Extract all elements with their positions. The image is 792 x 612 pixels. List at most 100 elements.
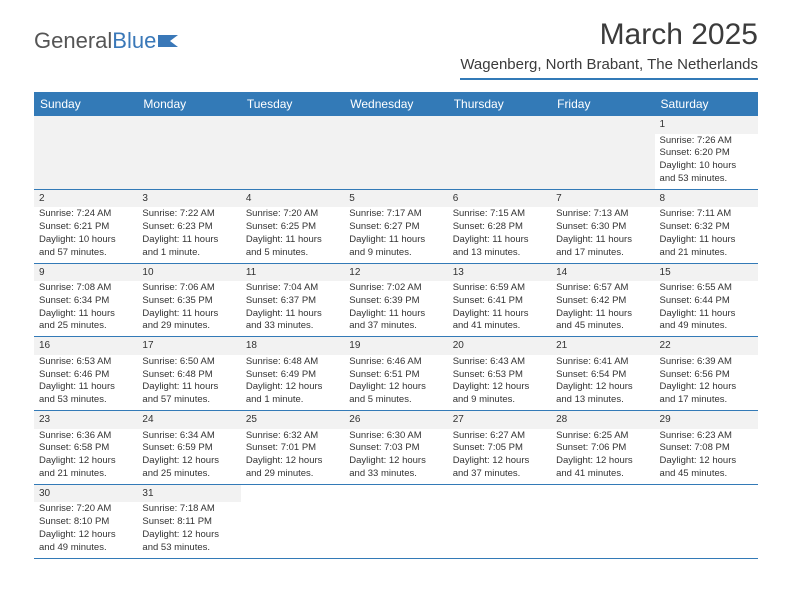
daylight-text: Daylight: 11 hours and 5 minutes.	[246, 234, 339, 260]
daylight-text: Daylight: 12 hours and 21 minutes.	[39, 455, 132, 481]
calendar-row: 23Sunrise: 6:36 AMSunset: 6:58 PMDayligh…	[34, 411, 758, 485]
sunset-text: Sunset: 6:41 PM	[453, 295, 546, 308]
day-number: 1	[655, 116, 758, 134]
calendar-cell: 21Sunrise: 6:41 AMSunset: 6:54 PMDayligh…	[551, 337, 654, 410]
day-number: 2	[34, 190, 137, 208]
calendar-cell: 9Sunrise: 7:08 AMSunset: 6:34 PMDaylight…	[34, 264, 137, 337]
day-number: 3	[137, 190, 240, 208]
sunrise-text: Sunrise: 6:30 AM	[349, 430, 442, 443]
day-header: Friday	[551, 92, 654, 116]
calendar-cell-empty	[448, 485, 551, 558]
day-number: 29	[655, 411, 758, 429]
sunset-text: Sunset: 6:32 PM	[660, 221, 753, 234]
calendar-cell: 22Sunrise: 6:39 AMSunset: 6:56 PMDayligh…	[655, 337, 758, 410]
sunset-text: Sunset: 7:06 PM	[556, 442, 649, 455]
sunset-text: Sunset: 6:28 PM	[453, 221, 546, 234]
day-number: 4	[241, 190, 344, 208]
day-number: 14	[551, 264, 654, 282]
daylight-text: Daylight: 11 hours and 17 minutes.	[556, 234, 649, 260]
sunset-text: Sunset: 6:59 PM	[142, 442, 235, 455]
calendar-cell-empty	[551, 116, 654, 189]
calendar-cell: 31Sunrise: 7:18 AMSunset: 8:11 PMDayligh…	[137, 485, 240, 558]
calendar-header-row: SundayMondayTuesdayWednesdayThursdayFrid…	[34, 92, 758, 116]
sunrise-text: Sunrise: 7:15 AM	[453, 208, 546, 221]
daylight-text: Daylight: 11 hours and 41 minutes.	[453, 308, 546, 334]
day-number: 25	[241, 411, 344, 429]
calendar-cell: 24Sunrise: 6:34 AMSunset: 6:59 PMDayligh…	[137, 411, 240, 484]
calendar-cell: 13Sunrise: 6:59 AMSunset: 6:41 PMDayligh…	[448, 264, 551, 337]
day-number: 17	[137, 337, 240, 355]
day-number: 19	[344, 337, 447, 355]
calendar-cell: 2Sunrise: 7:24 AMSunset: 6:21 PMDaylight…	[34, 190, 137, 263]
day-number: 31	[137, 485, 240, 503]
day-number: 6	[448, 190, 551, 208]
sunset-text: Sunset: 8:10 PM	[39, 516, 132, 529]
calendar-cell: 5Sunrise: 7:17 AMSunset: 6:27 PMDaylight…	[344, 190, 447, 263]
calendar-cell: 30Sunrise: 7:20 AMSunset: 8:10 PMDayligh…	[34, 485, 137, 558]
sunrise-text: Sunrise: 7:06 AM	[142, 282, 235, 295]
day-number: 20	[448, 337, 551, 355]
sunrise-text: Sunrise: 6:27 AM	[453, 430, 546, 443]
sunset-text: Sunset: 6:46 PM	[39, 369, 132, 382]
day-number: 24	[137, 411, 240, 429]
logo: GeneralBlue	[34, 28, 180, 54]
daylight-text: Daylight: 12 hours and 41 minutes.	[556, 455, 649, 481]
sunrise-text: Sunrise: 7:08 AM	[39, 282, 132, 295]
sunrise-text: Sunrise: 6:41 AM	[556, 356, 649, 369]
calendar-cell-empty	[34, 116, 137, 189]
calendar-cell-empty	[551, 485, 654, 558]
calendar-cell-empty	[448, 116, 551, 189]
sunrise-text: Sunrise: 6:46 AM	[349, 356, 442, 369]
day-number: 28	[551, 411, 654, 429]
sunrise-text: Sunrise: 7:17 AM	[349, 208, 442, 221]
day-header: Saturday	[655, 92, 758, 116]
sunrise-text: Sunrise: 6:43 AM	[453, 356, 546, 369]
calendar-cell-empty	[241, 485, 344, 558]
sunrise-text: Sunrise: 7:26 AM	[660, 135, 753, 148]
calendar-cell-empty	[344, 485, 447, 558]
calendar-cell: 3Sunrise: 7:22 AMSunset: 6:23 PMDaylight…	[137, 190, 240, 263]
sunset-text: Sunset: 7:05 PM	[453, 442, 546, 455]
daylight-text: Daylight: 12 hours and 17 minutes.	[660, 381, 753, 407]
day-header: Thursday	[448, 92, 551, 116]
sunset-text: Sunset: 6:25 PM	[246, 221, 339, 234]
sunrise-text: Sunrise: 7:13 AM	[556, 208, 649, 221]
sunset-text: Sunset: 7:03 PM	[349, 442, 442, 455]
day-number: 16	[34, 337, 137, 355]
calendar-cell-empty	[655, 485, 758, 558]
sunset-text: Sunset: 7:08 PM	[660, 442, 753, 455]
daylight-text: Daylight: 10 hours and 57 minutes.	[39, 234, 132, 260]
day-number: 21	[551, 337, 654, 355]
sunset-text: Sunset: 6:48 PM	[142, 369, 235, 382]
sunrise-text: Sunrise: 6:53 AM	[39, 356, 132, 369]
sunrise-text: Sunrise: 7:02 AM	[349, 282, 442, 295]
day-number: 15	[655, 264, 758, 282]
calendar-cell: 27Sunrise: 6:27 AMSunset: 7:05 PMDayligh…	[448, 411, 551, 484]
calendar-cell: 18Sunrise: 6:48 AMSunset: 6:49 PMDayligh…	[241, 337, 344, 410]
day-number: 9	[34, 264, 137, 282]
sunset-text: Sunset: 6:35 PM	[142, 295, 235, 308]
sunset-text: Sunset: 6:30 PM	[556, 221, 649, 234]
sunset-text: Sunset: 6:53 PM	[453, 369, 546, 382]
calendar-cell: 17Sunrise: 6:50 AMSunset: 6:48 PMDayligh…	[137, 337, 240, 410]
sunset-text: Sunset: 6:49 PM	[246, 369, 339, 382]
calendar-cell: 16Sunrise: 6:53 AMSunset: 6:46 PMDayligh…	[34, 337, 137, 410]
sunrise-text: Sunrise: 6:57 AM	[556, 282, 649, 295]
sunrise-text: Sunrise: 7:18 AM	[142, 503, 235, 516]
header: GeneralBlue March 2025 Wagenberg, North …	[0, 0, 792, 86]
day-number: 27	[448, 411, 551, 429]
daylight-text: Daylight: 12 hours and 33 minutes.	[349, 455, 442, 481]
calendar-row: 2Sunrise: 7:24 AMSunset: 6:21 PMDaylight…	[34, 190, 758, 264]
daylight-text: Daylight: 12 hours and 1 minute.	[246, 381, 339, 407]
daylight-text: Daylight: 11 hours and 53 minutes.	[39, 381, 132, 407]
calendar-cell: 29Sunrise: 6:23 AMSunset: 7:08 PMDayligh…	[655, 411, 758, 484]
day-number: 23	[34, 411, 137, 429]
sunset-text: Sunset: 6:54 PM	[556, 369, 649, 382]
calendar-cell: 4Sunrise: 7:20 AMSunset: 6:25 PMDaylight…	[241, 190, 344, 263]
daylight-text: Daylight: 11 hours and 25 minutes.	[39, 308, 132, 334]
calendar-cell: 7Sunrise: 7:13 AMSunset: 6:30 PMDaylight…	[551, 190, 654, 263]
sunset-text: Sunset: 6:20 PM	[660, 147, 753, 160]
sunset-text: Sunset: 6:39 PM	[349, 295, 442, 308]
logo-text-general: General	[34, 28, 112, 54]
calendar-cell: 15Sunrise: 6:55 AMSunset: 6:44 PMDayligh…	[655, 264, 758, 337]
